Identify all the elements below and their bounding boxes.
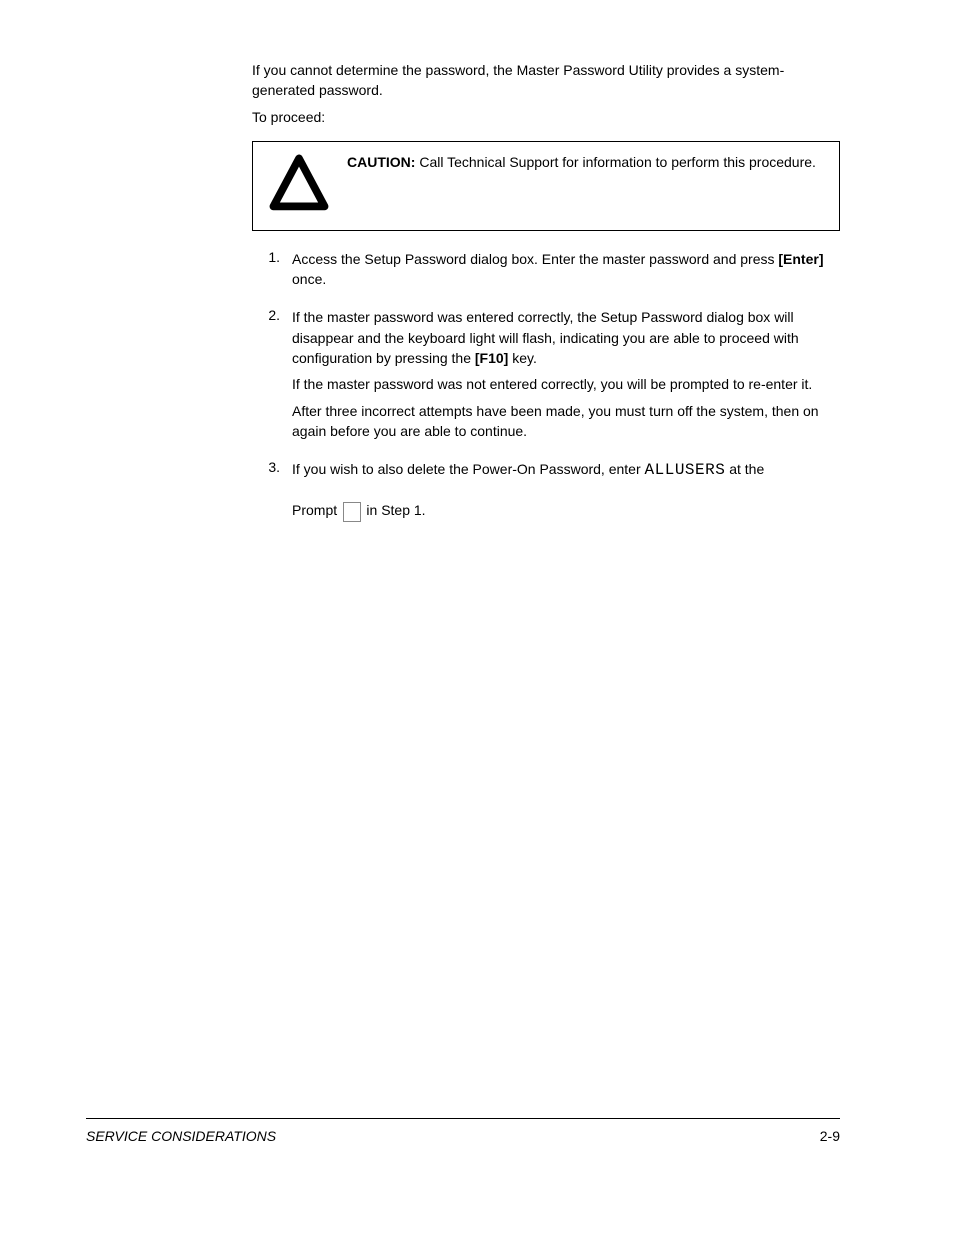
step-number: 3. bbox=[252, 459, 280, 482]
steps-container: 1. Access the Setup Password dialog box. … bbox=[112, 249, 842, 523]
step-number bbox=[252, 500, 280, 522]
key-icon bbox=[343, 502, 361, 522]
caution-text: CAUTION: Call Technical Support for info… bbox=[347, 152, 816, 172]
intro-line-1: If you cannot determine the password, th… bbox=[252, 60, 840, 101]
caution-label: CAUTION: bbox=[347, 154, 415, 170]
step-row: 1. Access the Setup Password dialog box. … bbox=[252, 249, 844, 290]
footer-rule bbox=[86, 1118, 840, 1119]
step-paragraph: If the master password was entered corre… bbox=[292, 307, 844, 368]
step-paragraph: After three incorrect attempts have been… bbox=[292, 401, 844, 442]
bold-text: [F10] bbox=[475, 350, 508, 366]
caution-body: Call Technical Support for information t… bbox=[415, 154, 816, 170]
step-body: Prompt in Step 1. bbox=[292, 500, 426, 522]
step-paragraph: Prompt in Step 1. bbox=[292, 500, 426, 522]
step-body: If the master password was entered corre… bbox=[292, 307, 844, 441]
intro-line-2: To proceed: bbox=[252, 107, 840, 127]
step-number: 2. bbox=[252, 307, 280, 441]
footer-page-number: 2-9 bbox=[820, 1128, 840, 1144]
step-paragraph: Access the Setup Password dialog box. En… bbox=[292, 249, 844, 290]
step-row: 2.If the master password was entered cor… bbox=[252, 307, 844, 441]
page-footer: SERVICE CONSIDERATIONS 2-9 bbox=[86, 1128, 840, 1144]
mono-text: ALLUSERS bbox=[645, 461, 726, 479]
page-root: If you cannot determine the password, th… bbox=[0, 0, 954, 1235]
step-body: If you wish to also delete the Power-On … bbox=[292, 459, 764, 482]
step-row: Prompt in Step 1. bbox=[252, 500, 844, 522]
footer-section-title: SERVICE CONSIDERATIONS bbox=[86, 1128, 276, 1144]
triangle-icon bbox=[267, 152, 331, 216]
intro-block: If you cannot determine the password, th… bbox=[252, 60, 840, 127]
step-paragraph: If the master password was not entered c… bbox=[292, 374, 844, 394]
step-number: 1. bbox=[252, 249, 280, 290]
step-paragraph: If you wish to also delete the Power-On … bbox=[292, 459, 764, 482]
caution-box: CAUTION: Call Technical Support for info… bbox=[252, 141, 840, 231]
step-row: 3. If you wish to also delete the Power-O… bbox=[252, 459, 844, 482]
step-body: Access the Setup Password dialog box. En… bbox=[292, 249, 844, 290]
bold-text: [Enter] bbox=[778, 251, 823, 267]
